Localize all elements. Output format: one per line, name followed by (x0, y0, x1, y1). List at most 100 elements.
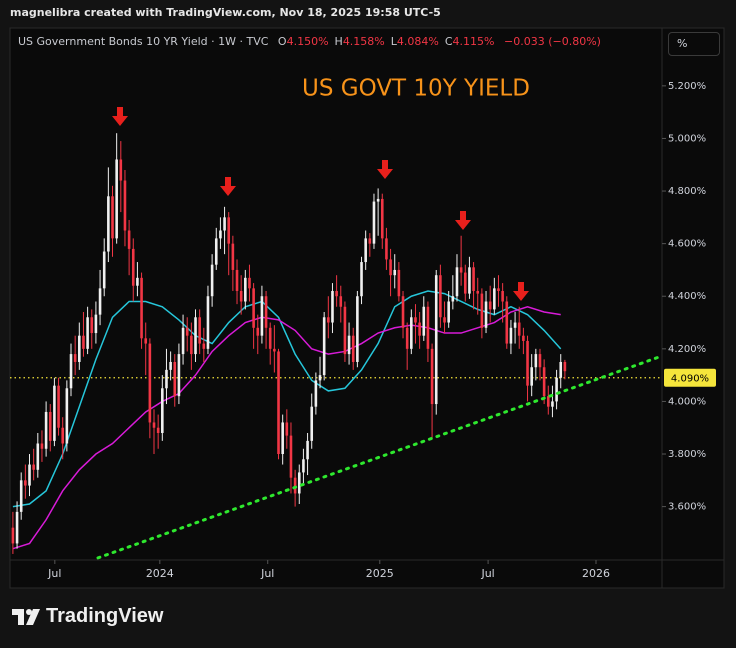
candle-body (86, 317, 89, 349)
candle-body (252, 288, 255, 328)
candle-body (297, 472, 301, 494)
candle-body (223, 217, 226, 231)
candle-body (447, 301, 450, 323)
candle-body (488, 301, 492, 310)
candle-body (443, 317, 446, 323)
candle-body (73, 354, 77, 362)
candle-body (476, 290, 480, 294)
candle-body (484, 301, 488, 328)
candle-body (563, 361, 567, 372)
candle-body (235, 269, 239, 291)
candle-body (422, 306, 426, 336)
price-label-box (664, 368, 716, 387)
candle-body (131, 248, 135, 286)
arrow (455, 211, 471, 230)
brand: TradingView (46, 605, 164, 627)
candle-body (439, 275, 442, 318)
candle-body (173, 361, 177, 397)
candle-body (94, 314, 98, 334)
candle-body (123, 180, 127, 231)
candle-body (152, 422, 156, 428)
candle-body (418, 322, 421, 336)
arrow (220, 177, 236, 196)
ohlc-value: 4.115% (452, 35, 495, 48)
candle-body (24, 480, 27, 486)
candle-body (11, 527, 15, 544)
candle-body (364, 238, 367, 263)
candle-body (302, 459, 305, 473)
candle-body (368, 238, 372, 244)
candle-body (202, 343, 206, 349)
candle-body (28, 464, 31, 486)
candle-body (48, 411, 52, 441)
y-tick-label: 4.400% (668, 291, 706, 302)
candle-body (40, 443, 44, 449)
candle-body (497, 288, 500, 291)
candle-body (165, 369, 168, 389)
symbol: US Government Bonds 10 YR Yield · 1W · T… (18, 35, 269, 48)
y-tick-label: 5.200% (668, 81, 706, 92)
candle-body (61, 427, 65, 444)
x-tick-label: Jul (480, 567, 494, 580)
ohlc-key: L (390, 35, 397, 48)
candle-body (256, 327, 260, 336)
candle-body (227, 217, 231, 244)
candle-body (214, 238, 218, 265)
candle-body (343, 306, 347, 355)
candle-body (273, 348, 276, 352)
candle-body (65, 388, 69, 444)
candle-body (260, 296, 264, 336)
arrow (513, 282, 529, 301)
candle-body (472, 267, 475, 291)
candle-body (414, 317, 417, 323)
tv-logo (12, 609, 40, 625)
candle-body (314, 380, 318, 407)
arrow (112, 107, 128, 126)
annotation-arrows (112, 107, 529, 301)
candle-body (372, 201, 376, 244)
candle-body (546, 396, 550, 407)
candle-body (351, 335, 355, 362)
candle-body (505, 301, 509, 344)
candle-body (455, 267, 459, 297)
candle-body (219, 230, 222, 239)
candle-body (210, 264, 214, 297)
x-tick-label: Jul (260, 567, 274, 580)
candle-body (401, 296, 405, 328)
candle-body (360, 262, 363, 297)
candle-body (264, 296, 268, 328)
candle-body (82, 335, 85, 349)
candle-body (513, 322, 517, 328)
candle-body (239, 290, 243, 302)
candle-body (293, 477, 297, 494)
candle-body (277, 351, 280, 455)
candle-body (551, 401, 554, 407)
candle-body (194, 317, 197, 355)
candle-body (393, 269, 397, 276)
unit-button[interactable]: % (668, 32, 720, 56)
candle-body (198, 317, 201, 344)
candle-body (177, 354, 181, 397)
candle-body (281, 422, 284, 455)
candle-body (459, 267, 463, 273)
y-tick-label: 3.600% (668, 502, 706, 513)
candle-body (501, 290, 504, 302)
candle-body (451, 296, 455, 302)
y-tick-label: 4.200% (668, 344, 706, 355)
candle-body (534, 354, 538, 368)
candle-body (32, 464, 35, 470)
candle-body (480, 293, 484, 328)
candle-body (339, 296, 343, 307)
y-tick-label: 3.800% (668, 449, 706, 460)
candle-body (156, 427, 160, 433)
credit: magnelibra created with TradingView.com,… (10, 6, 441, 19)
candle-body (463, 272, 467, 294)
chart-title: US GOVT 10Y YIELD (302, 76, 530, 102)
ohlc-value: 4.084% (396, 35, 439, 48)
candle-body (397, 269, 401, 297)
candle-body (102, 251, 106, 289)
candle-body (426, 306, 430, 349)
candle-body (530, 367, 533, 386)
candle-body (335, 290, 338, 297)
candle-body (285, 422, 289, 436)
